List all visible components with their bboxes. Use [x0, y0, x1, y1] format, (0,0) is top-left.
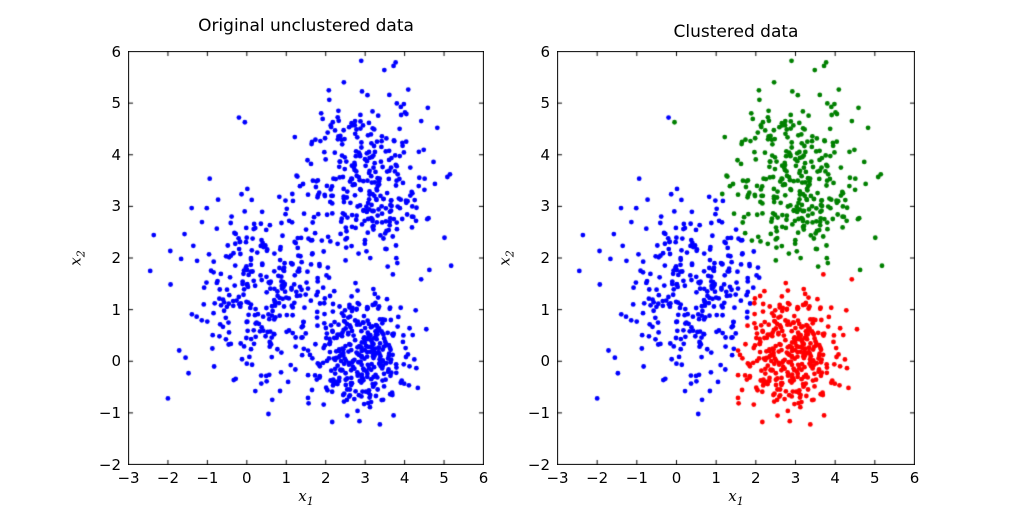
x-tick-label: 1 — [711, 469, 721, 487]
y-tick-label: 5 — [111, 94, 121, 113]
y-axis-label-left: x2 — [66, 250, 88, 266]
y-tick-label: −1 — [98, 403, 121, 422]
x-tick-label: −1 — [625, 469, 648, 487]
x-tick-label: 4 — [830, 469, 840, 487]
scatter-canvas-unclustered — [128, 51, 484, 465]
y-tick-label: 2 — [111, 249, 121, 267]
subplot-unclustered: Original unclustered data −3 −2 −1 0 1 2 3 4 5 6−… — [67, 16, 489, 508]
y-axis-label-right: x2 — [495, 250, 517, 266]
y-tick-label: −2 — [527, 455, 550, 474]
y-tick-label: −2 — [98, 455, 121, 474]
x-tick-label: −1 — [196, 469, 219, 487]
x-tick-label: 5 — [870, 469, 880, 487]
y-tick-label: 2 — [540, 249, 550, 267]
y-tick-label: −1 — [527, 403, 550, 422]
subplot-clustered: Clustered data −3 −2 −1 0 1 2 3 4 5 6 −2 −1 0 1 2 3 4 5 6 … — [496, 22, 920, 508]
x-tick-label: 0 — [242, 469, 252, 487]
y-tick-label: 6 — [111, 42, 121, 61]
y-tick-label: 4 — [111, 145, 121, 164]
y-tick-label: 0 — [111, 352, 121, 371]
x-axis-label-right: x1 — [728, 487, 744, 508]
x-tick-label: 1 — [281, 469, 292, 487]
y-tick-label: 3 — [111, 197, 121, 216]
y-tick-label: 5 — [540, 94, 550, 113]
x-tick-label: −3 — [117, 469, 140, 487]
x-tick-label: 0 — [671, 469, 682, 487]
x-tick-label: 2 — [320, 469, 331, 487]
x-axis-label-left: x1 — [298, 487, 314, 508]
x-tick-label: 3 — [360, 469, 370, 487]
y-tick-label: 4 — [540, 145, 550, 164]
x-tick-label: −3 — [546, 469, 569, 487]
x-tick-label: 6 — [909, 469, 920, 487]
scatter-canvas-clustered — [557, 51, 915, 465]
x-tick-label: 2 — [751, 469, 761, 487]
x-tick-label: 3 — [790, 469, 801, 487]
y-tick-label: 1 — [540, 300, 550, 319]
y-tick-label: 1 — [111, 300, 121, 319]
x-tick-label: 4 — [399, 469, 410, 487]
plot-title-unclustered: Original unclustered data — [198, 16, 414, 36]
y-tick-label: 0 — [540, 352, 550, 371]
plot-title-clustered: Clustered data — [673, 22, 799, 42]
x-tick-label: 5 — [439, 469, 449, 487]
y-tick-label: 6 — [540, 42, 550, 61]
x-tick-label: −2 — [586, 469, 609, 487]
x-tick-label: −2 — [156, 469, 179, 487]
x-tick-label: 6 — [478, 469, 489, 487]
y-tick-label: 3 — [540, 197, 550, 216]
